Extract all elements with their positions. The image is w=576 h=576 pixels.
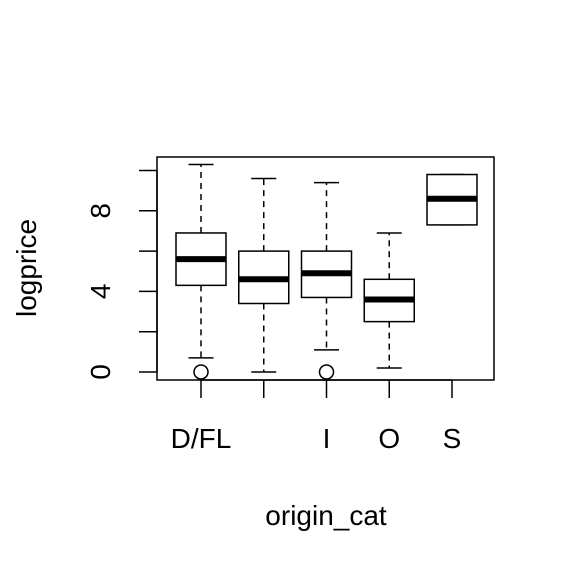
outlier-point (193, 364, 209, 380)
boxes (175, 163, 478, 380)
y-axis: 0 4 8 (85, 170, 158, 380)
y-minor-ticks (139, 169, 157, 333)
box-S (426, 173, 478, 226)
box-O (363, 232, 415, 369)
box-unlabeled (238, 177, 290, 373)
x-tick-label: O (378, 423, 400, 454)
y-tick-label: 0 (85, 364, 116, 380)
box-D/FL (175, 163, 227, 380)
x-tick-label: I (323, 423, 331, 454)
y-tick-label: 4 (85, 284, 116, 300)
x-axis-label: origin_cat (265, 500, 387, 531)
x-tick-label: D/FL (171, 423, 232, 454)
outlier-point (318, 364, 335, 380)
plot-frame (156, 156, 495, 381)
x-tick-label: S (443, 423, 462, 454)
y-axis-label: logprice (11, 219, 42, 317)
y-tick-label: 8 (85, 203, 116, 219)
box-I (300, 181, 353, 380)
x-axis: D/FL I O S (171, 379, 462, 454)
